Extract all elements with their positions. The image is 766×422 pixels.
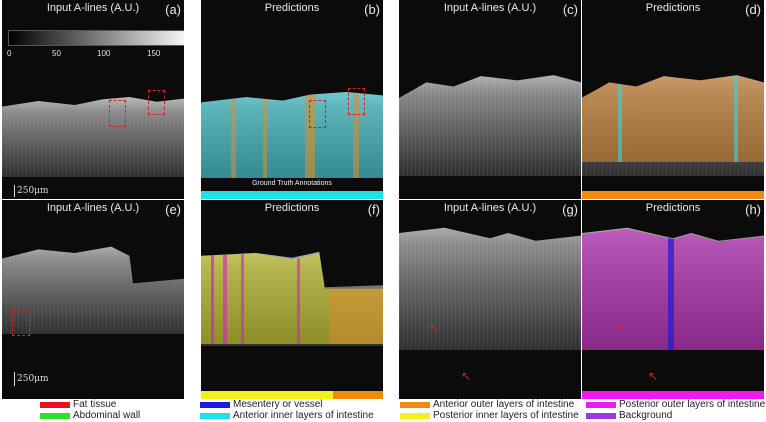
prediction-overlay	[201, 253, 383, 344]
legend-label: Posterior outer layers of intestine	[619, 399, 766, 410]
legend-swatch	[200, 402, 230, 408]
panel-c: Input A-lines (A.U.) (c)	[399, 0, 581, 199]
panel-title: Predictions	[645, 2, 701, 14]
legend-label: Anterior inner layers of intestine	[233, 410, 374, 421]
colorbar-tick-0: 0	[7, 49, 12, 58]
red-arrow-icon: ↖	[429, 321, 440, 335]
panel-title: Predictions	[645, 202, 701, 214]
scale-bar-label: 250μm	[17, 186, 49, 196]
legend-label: Fat tissue	[73, 399, 117, 410]
panel-label: (e)	[165, 202, 181, 217]
legend-label: Background	[619, 410, 673, 421]
legend-swatch	[400, 413, 430, 419]
oct-image	[399, 75, 581, 176]
panel-label: (c)	[562, 2, 578, 17]
panel-d: Predictions (d)	[582, 0, 764, 199]
panel-label: (g)	[562, 202, 578, 217]
legend-swatch	[200, 413, 230, 419]
panel-label: (a)	[165, 2, 181, 17]
panel-label: (b)	[364, 2, 380, 17]
legend-swatch	[400, 402, 430, 408]
legend-swatch	[586, 413, 616, 419]
oct-image	[399, 227, 581, 350]
prediction-overlay	[201, 92, 383, 178]
ground-truth-label: Ground Truth Annotations	[252, 180, 332, 187]
scale-bar-line	[14, 372, 15, 386]
panel-title: Input A-lines (A.U.)	[443, 202, 537, 214]
panel-label: (d)	[745, 2, 761, 17]
panel-label: (h)	[745, 202, 761, 217]
colorbar	[8, 30, 184, 46]
legend-label: Abdominal wall	[73, 410, 141, 421]
legend-swatch	[40, 402, 70, 408]
oct-image	[2, 97, 184, 177]
scale-bar-label: 250μm	[17, 374, 49, 384]
ground-truth-bar	[582, 191, 764, 199]
panel-g: ↖ ↖ Input A-lines (A.U.) (g)	[399, 200, 581, 399]
legend-label: Anterior outer layers of intestine	[433, 399, 575, 410]
panel-h: ↖ ↖ Predictions (h)	[582, 200, 764, 399]
prediction-overlay	[582, 75, 764, 162]
colorbar-tick-150: 150	[147, 49, 161, 58]
panel-title: Input A-lines (A.U.)	[46, 2, 140, 14]
panel-b: Ground Truth Annotations Predictions (b)	[201, 0, 383, 199]
ground-truth-bar	[333, 391, 383, 399]
colorbar-tick-50: 50	[52, 49, 61, 58]
ground-truth-bar	[201, 191, 383, 199]
panel-title: Predictions	[264, 202, 320, 214]
roi-box	[12, 310, 30, 336]
ground-truth-bar	[582, 391, 764, 399]
panel-e: 250μm Input A-lines (A.U.) (e)	[2, 200, 184, 399]
roi-box	[148, 90, 165, 115]
legend-label: Mesentery or vessel	[233, 399, 323, 410]
legend: Fat tissue Abdominal wall Mesentery or v…	[0, 398, 766, 422]
panel-title: Input A-lines (A.U.)	[46, 202, 140, 214]
panel-title: Predictions	[264, 2, 320, 14]
scale-bar-line	[14, 185, 15, 197]
prediction-overlay	[582, 229, 764, 350]
red-arrow-icon: ↖	[461, 369, 472, 383]
roi-box	[309, 100, 326, 128]
roi-box	[109, 100, 126, 127]
red-arrow-icon: ↖	[648, 369, 659, 383]
ground-truth-bar	[201, 391, 333, 399]
red-arrow-icon: ↖	[616, 321, 627, 335]
roi-box	[348, 88, 365, 115]
legend-label: Posterior inner layers of intestine	[433, 410, 579, 421]
panel-f: Predictions (f)	[201, 200, 383, 399]
panel-label: (f)	[367, 202, 380, 217]
panel-a: 0 50 100 150 250μm Input A-lines (A.U.) …	[2, 0, 184, 199]
legend-swatch	[40, 413, 70, 419]
legend-swatch	[586, 402, 616, 408]
colorbar-tick-100: 100	[97, 49, 111, 58]
panel-title: Input A-lines (A.U.)	[443, 2, 537, 14]
